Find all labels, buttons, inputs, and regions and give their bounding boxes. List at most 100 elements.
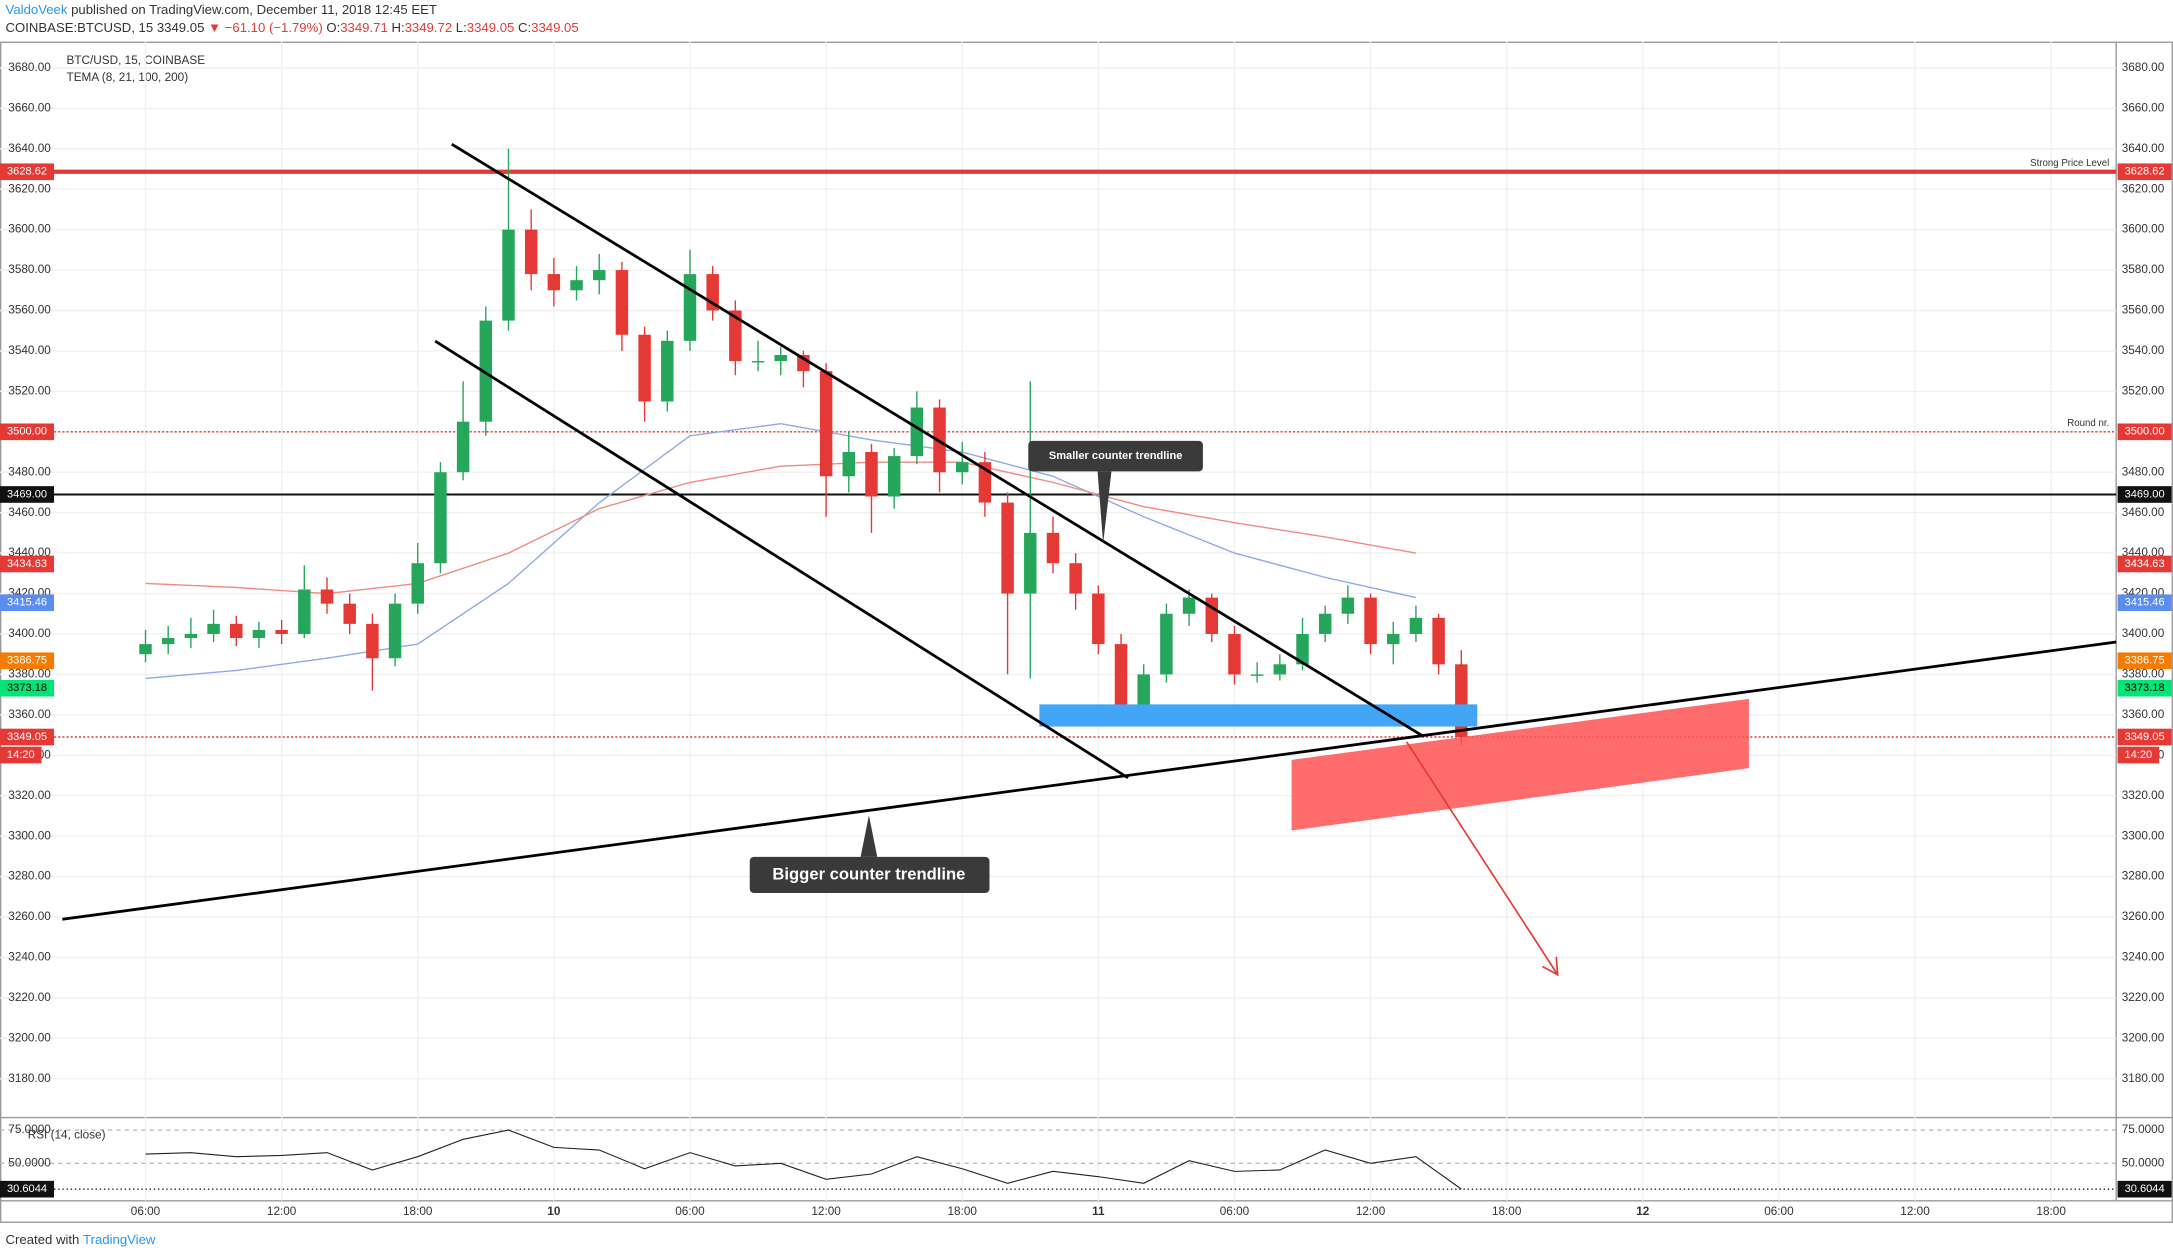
- y-tick-label: 3240.00: [2122, 951, 2165, 964]
- candle-body: [230, 623, 243, 639]
- y-tick-label: 3540.00: [8, 344, 51, 357]
- ma-line: [145, 461, 1417, 595]
- price-box: [2117, 679, 2172, 697]
- support-zone: [1039, 704, 1478, 727]
- upper-channel-line: [451, 143, 1424, 738]
- price-box-label: 3415.46: [2125, 597, 2165, 609]
- rsi-tick-label: 75.0000: [2122, 1123, 2165, 1136]
- callout-text: Smaller counter trendline: [1049, 450, 1183, 462]
- price-box-label: 3500.00: [2125, 426, 2165, 438]
- frame: [0, 41, 2173, 1223]
- candle-body: [456, 421, 470, 473]
- candle-body: [865, 452, 878, 497]
- y-tick-label: 3360.00: [8, 708, 51, 721]
- candle-body: [1364, 597, 1377, 645]
- y-tick-label: 3620.00: [8, 182, 51, 195]
- y-tick-label: 3380.00: [8, 668, 51, 681]
- legend-indicator: TEMA (8, 21, 100, 200): [67, 71, 189, 84]
- callout-pointer: [860, 815, 878, 857]
- price-box-label: 3469.00: [7, 488, 47, 500]
- y-tick-label: 3320.00: [8, 789, 51, 802]
- y-tick-label: 3260.00: [8, 910, 51, 923]
- y-tick-label: 3580.00: [8, 263, 51, 276]
- ma-line: [145, 423, 1417, 680]
- rsi-last-box: [0, 1180, 55, 1198]
- x-tick-label: 11: [1092, 1205, 1105, 1218]
- candle-body: [570, 280, 583, 291]
- candle-body: [955, 462, 969, 473]
- x-tick-label: 12: [1636, 1205, 1650, 1218]
- candle-body: [661, 340, 674, 402]
- rsi-line: [145, 1129, 1462, 1190]
- candle-body: [1296, 633, 1309, 665]
- candle-body: [1432, 617, 1445, 665]
- legend-symbol: BTC/USD, 15, COINBASE: [67, 54, 206, 67]
- y-tick-label: 3660.00: [8, 101, 51, 114]
- price-box: [0, 486, 55, 503]
- x-tick-label: 06:00: [1220, 1205, 1250, 1218]
- y-tick-label: 3520.00: [8, 384, 51, 397]
- created: Created with: [6, 1232, 80, 1247]
- price-box-label: 3349.05: [7, 731, 47, 743]
- y-tick-label: 3280.00: [2122, 870, 2165, 883]
- candle-body: [1409, 617, 1423, 634]
- price-box-label: 3386.75: [2125, 655, 2165, 667]
- y-tick-label: 3220.00: [8, 991, 51, 1004]
- candle-body: [1046, 532, 1060, 564]
- price-box-label: 3434.63: [7, 558, 47, 570]
- candle-body: [1069, 563, 1082, 594]
- price-box-label: 3349.05: [2125, 731, 2165, 743]
- candle-body: [1092, 593, 1105, 645]
- candle-body: [343, 603, 356, 624]
- candle-body: [320, 589, 334, 604]
- axes: 3180.00 3180.00 3200.00 3200.00 3220.00 3220.…: [0, 61, 2172, 1218]
- price-box-label: 3386.75: [7, 655, 47, 667]
- price-box: [2117, 163, 2172, 181]
- y-tick-label: 3360.00: [2122, 708, 2165, 721]
- change: ▼ −61.10 (−1.79%): [208, 21, 323, 36]
- bigger-trendline: [62, 640, 2117, 921]
- price-box: [2117, 486, 2172, 503]
- callout-text: Bigger counter trendline: [772, 864, 965, 883]
- x-tick-label: 18:00: [1492, 1205, 1522, 1218]
- candle-body: [139, 644, 152, 655]
- x-tick-label: 10: [547, 1205, 561, 1218]
- brand: TradingView: [83, 1232, 156, 1247]
- candle-body: [1228, 633, 1241, 675]
- y-tick-label: 3660.00: [2122, 101, 2165, 114]
- price-box-label: 3434.63: [2125, 558, 2165, 570]
- candle-body: [298, 589, 311, 634]
- plot: Strong Price Level Round nr.: [0, 41, 2117, 1201]
- x-tick-label: 06:00: [131, 1205, 161, 1218]
- price-box-label: 3373.18: [2125, 682, 2165, 694]
- candle-body: [479, 320, 493, 422]
- y-tick-label: 3280.00: [8, 870, 51, 883]
- y-tick-label: 3560.00: [2122, 304, 2165, 317]
- price-box: [2117, 594, 2172, 612]
- symbol-line: COINBASE:BTCUSD, 15 3349.05 ▼ −61.10 (−1…: [6, 21, 579, 36]
- rsi-last-label: 30.6044: [2125, 1183, 2165, 1195]
- countdown-box: [0, 746, 42, 764]
- y-tick-label: 3600.00: [8, 223, 51, 236]
- y-tick-label: 3240.00: [8, 951, 51, 964]
- rsi-tick-label: 50.0000: [8, 1156, 51, 1169]
- ohlc-key: O:: [326, 21, 340, 36]
- candle-body: [434, 472, 447, 564]
- candle-body: [1250, 674, 1264, 676]
- y-tick-label: 3200.00: [8, 1031, 51, 1044]
- rsi-tick-label: 75.0000: [8, 1123, 51, 1136]
- y-tick-label: 3540.00: [2122, 344, 2165, 357]
- target-zone: [1291, 698, 1749, 831]
- candle-body: [1205, 597, 1219, 634]
- lower-channel-line: [434, 339, 1129, 780]
- price-box: [2117, 423, 2172, 441]
- candle-body: [184, 633, 198, 639]
- rsi-tick-label: 50.0000: [2122, 1156, 2165, 1169]
- candle-body: [1024, 532, 1037, 594]
- ohlc-value: 3349.05: [467, 21, 515, 36]
- candle-body: [411, 563, 424, 604]
- arrow: [1405, 741, 1559, 976]
- y-tick-label: 3320.00: [2122, 789, 2165, 802]
- price-box: [0, 423, 55, 441]
